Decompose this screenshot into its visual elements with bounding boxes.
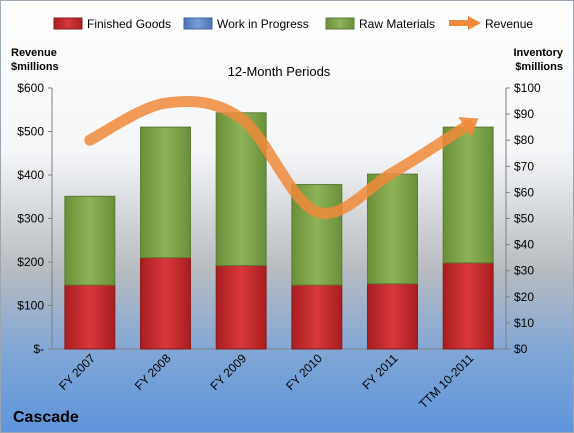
finished-goods-bar xyxy=(140,257,191,350)
raw-materials-bar xyxy=(64,195,116,286)
left-tick-label: $400 xyxy=(17,168,44,182)
bars xyxy=(64,112,494,350)
right-tick-label: $20 xyxy=(514,290,534,304)
left-axis-title-line-2: $millions xyxy=(11,61,59,73)
right-axis-title-line-1: Inventory xyxy=(513,47,563,59)
right-tick-label: $40 xyxy=(514,238,534,252)
category-label: TTM 10-2011 xyxy=(416,351,476,411)
legend-label-work-in-progress: Work in Progress xyxy=(217,17,309,31)
left-tick-label: $200 xyxy=(17,255,44,269)
category-labels: FY 2007 FY 2008 FY 2009 FY 2010 FY 2011 TTM 1… xyxy=(56,351,476,411)
finished-goods-bar xyxy=(367,283,418,350)
raw-materials-bar xyxy=(140,126,191,259)
revenue-line-arrowhead xyxy=(458,116,479,138)
left-tick-label: $300 xyxy=(17,212,44,226)
raw-materials-bar xyxy=(442,126,494,264)
left-axis-title-line-1: Revenue xyxy=(11,47,57,59)
right-tick-label: $10 xyxy=(514,316,534,330)
right-tick-label: $100 xyxy=(514,81,541,95)
right-tick-label: $30 xyxy=(514,264,534,278)
legend: Finished Goods Work in Progress Raw Mate… xyxy=(53,16,533,31)
right-tick-label: $60 xyxy=(514,185,534,199)
revenue-line-layer xyxy=(84,95,479,219)
left-tick-label: $- xyxy=(33,342,44,356)
category-label: FY 2011 xyxy=(359,351,400,392)
right-tick-label: $90 xyxy=(514,107,534,121)
right-tick-label: $50 xyxy=(514,212,534,226)
revenue-line xyxy=(84,95,474,219)
chart-subtitle: 12-Month Periods xyxy=(228,64,331,79)
legend-swatch-finished-goods xyxy=(53,17,83,30)
legend-swatch-work-in-progress xyxy=(183,17,213,30)
legend-label-revenue: Revenue xyxy=(485,17,533,31)
company-name: Cascade xyxy=(13,409,79,426)
category-label: FY 2008 xyxy=(132,351,174,393)
finished-goods-bar xyxy=(64,284,116,350)
left-axis-ticks: $- $100 $200 $300 $400 $500 $600 xyxy=(17,81,52,356)
left-tick-label: $100 xyxy=(17,299,44,313)
right-tick-label: $0 xyxy=(514,342,528,356)
legend-label-raw-materials: Raw Materials xyxy=(359,17,435,31)
finished-goods-bar xyxy=(291,284,343,350)
right-axis-title-line-2: $millions xyxy=(515,61,563,73)
category-label: FY 2009 xyxy=(207,351,249,393)
right-tick-label: $70 xyxy=(514,159,534,173)
finished-goods-bar xyxy=(215,264,267,350)
category-label: FY 2010 xyxy=(283,351,325,393)
right-tick-label: $80 xyxy=(514,133,534,147)
left-tick-label: $600 xyxy=(17,81,44,95)
right-axis-ticks: $0 $10 $20 $30 $40 $50 $60 $70 $80 $90 $100 xyxy=(506,81,541,356)
category-label: FY 2007 xyxy=(56,351,98,393)
legend-swatch-revenue-arrowhead xyxy=(468,16,481,30)
raw-materials-bar xyxy=(367,173,418,285)
legend-swatch-raw-materials xyxy=(325,17,355,30)
legend-label-finished-goods: Finished Goods xyxy=(87,17,171,31)
finished-goods-bar xyxy=(442,262,494,350)
left-tick-label: $500 xyxy=(17,125,44,139)
